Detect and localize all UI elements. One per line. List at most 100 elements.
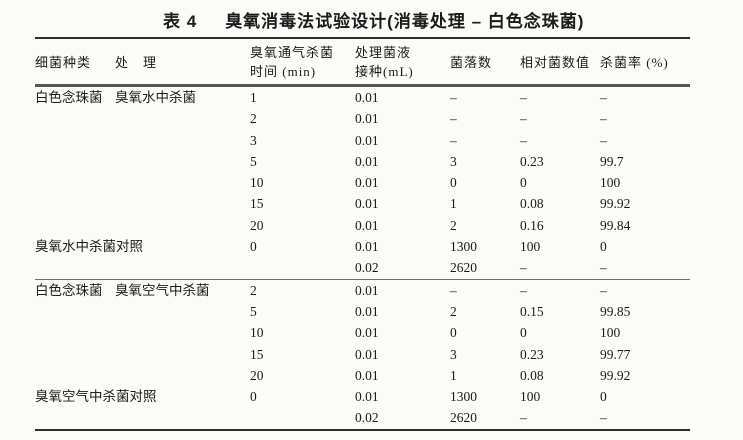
cell-bacteria: [35, 365, 115, 386]
cell-colony-count: 2620: [450, 410, 477, 426]
cell-relative-count: 0.23: [520, 153, 544, 169]
cell-bacteria: [35, 344, 115, 365]
table-row: 0.02 2620 – –: [35, 407, 690, 429]
cell-bacteria: [35, 407, 115, 429]
cell-inoculation: 0.02: [355, 410, 379, 426]
cell-time: 3: [250, 132, 257, 148]
cell-relative-count: –: [520, 90, 527, 105]
cell-colony-count: –: [450, 90, 457, 105]
cell-time: [250, 257, 355, 279]
cell-treatment: [115, 407, 250, 429]
cell-kill-rate: –: [600, 260, 607, 276]
cell-bacteria: [35, 193, 115, 214]
cell-inoculation: 0.01: [355, 239, 379, 255]
cell-bacteria: [35, 130, 115, 151]
table-row: 20 0.01 1 0.08 99.92: [35, 365, 690, 386]
table-row: 2 0.01 – – –: [35, 108, 690, 129]
cell-colony-count: –: [450, 132, 457, 148]
cell-time: 20: [250, 217, 264, 233]
table-row-control: 臭氧空气中杀菌对照 0 0.01 1300 100 0: [35, 386, 690, 407]
header-row: 细菌种类 处 理 臭氧通气杀菌 时间 (min) 处理菌液 接种(mL) 菌落数 相…: [35, 38, 690, 87]
header-colony-count: 菌落数: [450, 38, 520, 87]
cell-treatment: 臭氧水中杀菌: [115, 90, 196, 105]
cell-bacteria: [35, 301, 115, 322]
cell-bacteria: [35, 172, 115, 193]
cell-inoculation: 0.02: [355, 260, 379, 276]
cell-treatment: [115, 344, 250, 365]
header-bacteria-type: 细菌种类: [35, 38, 115, 87]
cell-inoculation: 0.01: [355, 132, 379, 148]
cell-kill-rate: 0: [600, 389, 607, 405]
cell-time: 0: [250, 239, 257, 255]
cell-relative-count: 100: [520, 239, 541, 255]
cell-relative-count: 100: [520, 389, 541, 405]
table-row: 10 0.01 0 0 100: [35, 172, 690, 193]
cell-inoculation: 0.01: [355, 278, 450, 301]
cell-relative-count: 0.16: [520, 217, 544, 233]
header-relative-count: 相对菌数值: [520, 38, 600, 87]
cell-treatment: [115, 301, 250, 322]
cell-time: 5: [250, 153, 257, 169]
cell-relative-count: 0.08: [520, 367, 544, 383]
cell-bacteria: [35, 151, 115, 172]
table-row: 20 0.01 2 0.16 99.84: [35, 215, 690, 236]
cell-inoculation: 0.01: [355, 111, 379, 127]
cell-bacteria: 白色念珠菌: [35, 90, 103, 105]
cell-time: 5: [250, 303, 257, 319]
cell-treatment: [115, 257, 250, 279]
cell-inoculation: 0.01: [355, 90, 379, 105]
cell-inoculation: 0.01: [355, 346, 379, 362]
cell-kill-rate: 99.92: [600, 196, 631, 212]
cell-colony-count: 1: [450, 367, 457, 383]
cell-colony-count: 0: [450, 325, 457, 341]
cell-relative-count: –: [520, 260, 527, 276]
cell-time: 10: [250, 175, 264, 191]
header-ozone-time-line1: 臭氧通气杀菌: [250, 44, 335, 60]
cell-bacteria: [35, 215, 115, 236]
cell-kill-rate: 99.92: [600, 367, 631, 383]
cell-relative-count: 0: [520, 325, 527, 341]
header-kill-rate: 杀菌率 (%): [600, 38, 690, 87]
cell-kill-rate: –: [600, 410, 607, 426]
table-caption: 表 4 臭氧消毒法试验设计(消毒处理 – 白色念珠菌): [163, 7, 584, 32]
table-row: 5 0.01 2 0.15 99.85: [35, 301, 690, 322]
header-ozone-time: 臭氧通气杀菌 时间 (min): [250, 38, 355, 87]
cell-relative-count: 0.08: [520, 196, 544, 212]
cell-bacteria: [35, 108, 115, 129]
table-row-control: 臭氧水中杀菌对照 0 0.01 1300 100 0: [35, 236, 690, 257]
cell-bacteria: [35, 322, 115, 343]
cell-relative-count: 0.23: [520, 346, 544, 362]
table-row: 5 0.01 3 0.23 99.7: [35, 151, 690, 172]
table-row: 15 0.01 3 0.23 99.77: [35, 344, 690, 365]
cell-colony-count: 1300: [450, 389, 477, 405]
table-row: 15 0.01 1 0.08 99.92: [35, 193, 690, 214]
cell-time: 1: [250, 90, 257, 105]
cell-kill-rate: 99.85: [600, 303, 631, 319]
cell-treatment: [115, 193, 250, 214]
cell-bacteria: 白色念珠菌: [35, 278, 115, 301]
cell-inoculation: 0.01: [355, 175, 379, 191]
table-header: 细菌种类 处 理 臭氧通气杀菌 时间 (min) 处理菌液 接种(mL) 菌落数 相…: [35, 38, 690, 87]
cell-colony-count: –: [450, 278, 520, 301]
table-row: 3 0.01 – – –: [35, 130, 690, 151]
cell-colony-count: 2620: [450, 260, 477, 276]
cell-treatment: [115, 108, 250, 129]
cell-treatment-control: 臭氧空气中杀菌对照: [35, 389, 157, 405]
cell-inoculation: 0.01: [355, 325, 379, 341]
cell-kill-rate: 99.84: [600, 217, 631, 233]
cell-inoculation: 0.01: [355, 196, 379, 212]
cell-inoculation: 0.01: [355, 303, 379, 319]
cell-kill-rate: –: [600, 278, 690, 301]
cell-relative-count: 0.15: [520, 303, 544, 319]
cell-time: 0: [250, 389, 257, 405]
cell-treatment: [115, 322, 250, 343]
cell-relative-count: –: [520, 410, 527, 426]
cell-time: 10: [250, 325, 264, 341]
cell-bacteria: [35, 257, 115, 279]
cell-kill-rate: 100: [600, 325, 621, 341]
table-number: 表 4: [163, 12, 198, 31]
cell-inoculation: 0.01: [355, 153, 379, 169]
cell-treatment: [115, 215, 250, 236]
